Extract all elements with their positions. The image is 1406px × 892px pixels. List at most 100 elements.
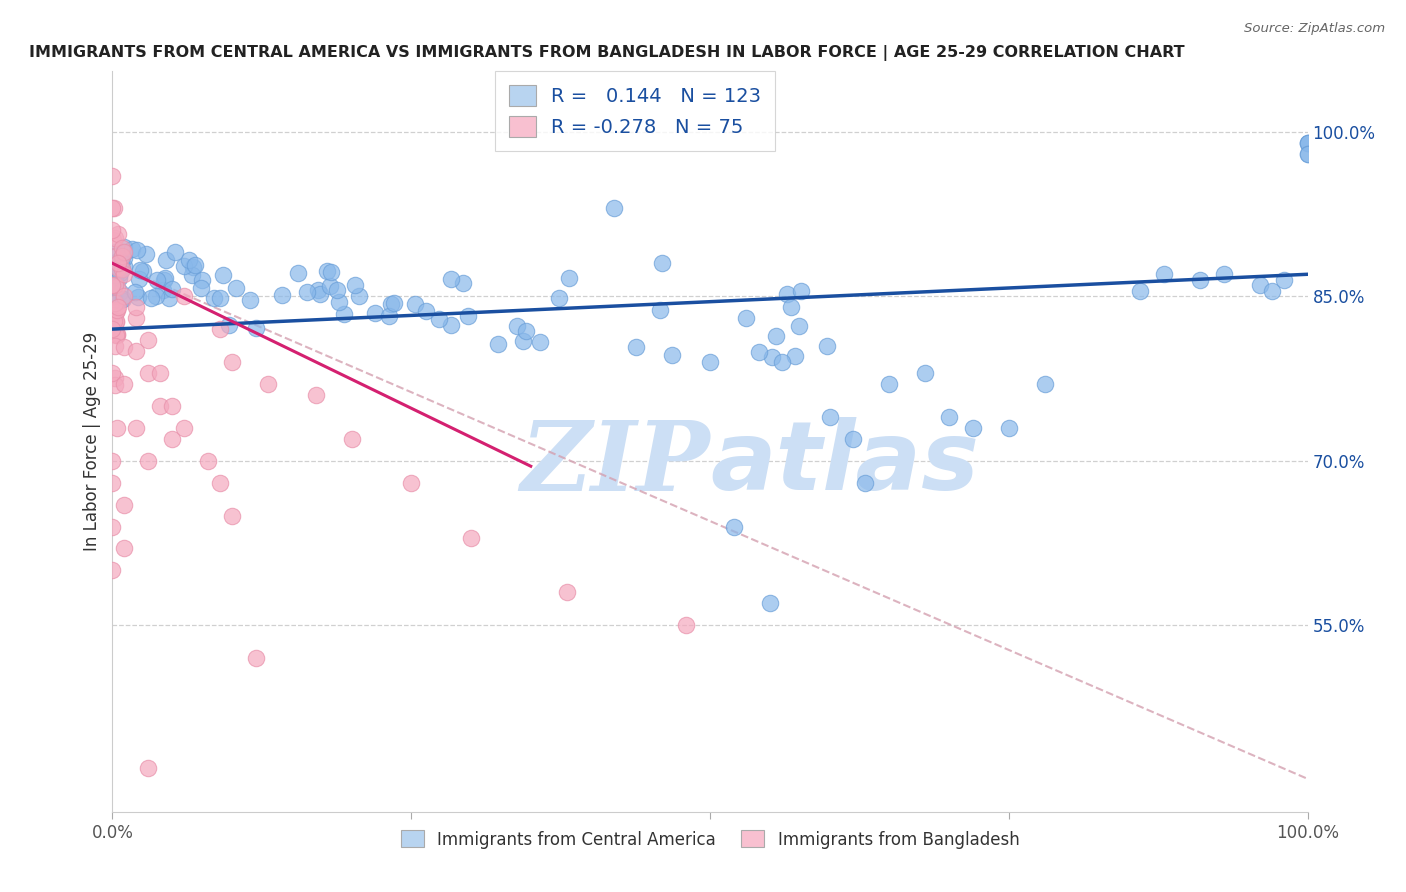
Point: [101, 366, 124, 380]
Point: [155, 253, 177, 268]
Point: [152, 273, 174, 287]
Point: [101, 475, 124, 490]
Point: [152, 283, 174, 297]
Point: [191, 273, 214, 287]
Point: [103, 303, 125, 318]
Point: [1296, 136, 1319, 150]
Point: [347, 289, 370, 303]
Point: [699, 355, 721, 369]
Point: [157, 291, 180, 305]
Point: [212, 268, 235, 282]
Point: [440, 318, 463, 332]
Point: [125, 421, 148, 435]
Point: [439, 272, 461, 286]
Point: [114, 541, 135, 556]
Point: [104, 268, 127, 283]
Point: [1249, 278, 1271, 293]
Point: [340, 432, 363, 446]
Point: [173, 421, 195, 435]
Point: [603, 202, 626, 216]
Point: [555, 585, 578, 599]
Point: [380, 297, 402, 311]
Point: [105, 303, 128, 318]
Text: Source: ZipAtlas.com: Source: ZipAtlas.com: [1244, 22, 1385, 36]
Point: [648, 303, 671, 318]
Point: [108, 270, 131, 285]
Point: [515, 325, 537, 339]
Point: [184, 258, 207, 272]
Point: [770, 355, 793, 369]
Point: [998, 421, 1021, 435]
Point: [818, 409, 841, 424]
Point: [305, 388, 328, 402]
Point: [124, 285, 146, 299]
Point: [101, 454, 124, 468]
Point: [101, 202, 124, 216]
Point: [209, 322, 232, 336]
Point: [295, 285, 318, 299]
Point: [121, 242, 143, 256]
Point: [149, 366, 172, 380]
Point: [842, 432, 865, 446]
Point: [173, 289, 195, 303]
Point: [548, 291, 571, 305]
Point: [114, 245, 135, 260]
Point: [105, 255, 128, 269]
Point: [787, 318, 810, 333]
Point: [364, 306, 387, 320]
Point: [962, 421, 984, 435]
Point: [112, 260, 135, 274]
Point: [107, 327, 129, 342]
Point: [101, 233, 124, 247]
Point: [160, 282, 183, 296]
Point: [451, 276, 474, 290]
Point: [138, 366, 160, 380]
Point: [110, 254, 132, 268]
Point: [107, 256, 129, 270]
Point: [104, 378, 127, 392]
Point: [103, 251, 125, 265]
Point: [1296, 146, 1319, 161]
Point: [914, 366, 936, 380]
Point: [138, 761, 160, 775]
Point: [125, 300, 148, 314]
Point: [457, 310, 479, 324]
Point: [125, 244, 148, 258]
Legend: Immigrants from Central America, Immigrants from Bangladesh: Immigrants from Central America, Immigra…: [394, 823, 1026, 855]
Point: [529, 334, 551, 349]
Point: [110, 285, 132, 300]
Point: [103, 293, 125, 308]
Point: [378, 309, 401, 323]
Point: [107, 300, 129, 314]
Point: [1033, 376, 1056, 391]
Point: [197, 454, 219, 468]
Point: [1129, 284, 1152, 298]
Point: [651, 256, 673, 270]
Point: [748, 345, 770, 359]
Point: [104, 305, 127, 319]
Point: [344, 277, 367, 292]
Point: [105, 328, 128, 343]
Point: [257, 376, 280, 391]
Point: [101, 563, 124, 577]
Point: [1296, 136, 1319, 150]
Point: [110, 266, 132, 280]
Point: [162, 399, 183, 413]
Point: [101, 278, 124, 293]
Point: [138, 454, 160, 468]
Point: [155, 270, 177, 285]
Point: [101, 169, 124, 183]
Point: [105, 315, 128, 329]
Point: [132, 264, 155, 278]
Point: [105, 314, 128, 328]
Point: [815, 338, 838, 352]
Point: [145, 273, 167, 287]
Point: [558, 270, 581, 285]
Point: [938, 409, 960, 424]
Point: [287, 266, 309, 280]
Point: [460, 531, 482, 545]
Point: [879, 376, 901, 391]
Point: [111, 261, 134, 276]
Point: [319, 279, 342, 293]
Point: [624, 340, 647, 354]
